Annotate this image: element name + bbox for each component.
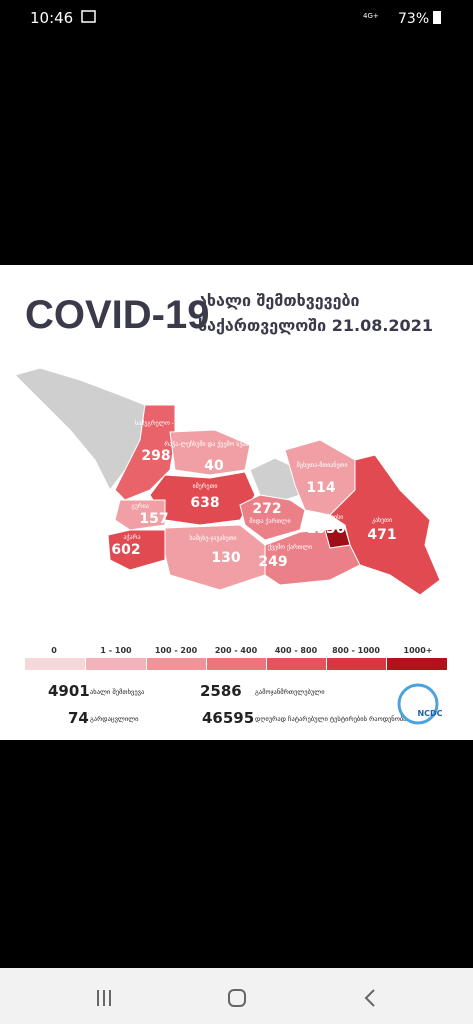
region-name: ქვემო ქართლი <box>268 544 312 551</box>
region-value: 1930 <box>307 521 346 537</box>
region-name: რაჭა-ლეჩხუმი და ქვემო სვანეთი <box>164 441 259 448</box>
legend-label: 1000+ <box>404 646 433 655</box>
legend-swatch <box>86 658 146 670</box>
subtitle: ახალი შემთხვევები <box>198 291 360 310</box>
stat-value: 46595 <box>202 709 254 727</box>
region-name: კახეთი <box>372 517 392 524</box>
map <box>14 367 441 596</box>
region <box>114 499 166 531</box>
region-name: სამეგრელო - ზემო სვანეთი <box>135 420 215 427</box>
region-name: თბილისი <box>317 514 344 521</box>
stats: 4901 ახალი შემთხვევა 2586 გამოჯანმრთელებ… <box>48 682 406 727</box>
region-name: მცხეთა-მთიანეთი <box>297 462 348 469</box>
region-value: 602 <box>111 542 140 558</box>
legend-label: 800 - 1000 <box>332 646 380 655</box>
logo: NCDC <box>417 709 442 718</box>
legend-label: 1 - 100 <box>100 646 132 655</box>
region-labels: სამეგრელო - ზემო სვანეთი 298 რაჭა-ლეჩხუმ… <box>111 420 396 570</box>
title: COVID-19 <box>25 293 210 337</box>
region-name: შიდა ქართლი <box>249 518 290 525</box>
legend-label: 200 - 400 <box>215 646 258 655</box>
region <box>324 527 351 549</box>
stat-label: გამოჯანმრთელებული <box>255 687 325 696</box>
legend-swatch <box>327 658 386 670</box>
subtitle: საქართველოში 21.08.2021 <box>198 316 433 335</box>
region <box>329 454 441 596</box>
region-name: აჭარა <box>123 534 140 541</box>
region-value: 298 <box>141 448 170 464</box>
recent-apps-button[interactable] <box>97 990 111 1006</box>
time: 10:46 <box>30 9 73 27</box>
region <box>169 429 251 476</box>
region-value: 157 <box>139 511 168 527</box>
stat-label: ახალი შემთხვევა <box>90 688 144 696</box>
region-value: 114 <box>306 480 335 496</box>
region-value: 40 <box>204 458 224 474</box>
legend-swatch <box>387 658 447 670</box>
region-name: გურია <box>131 503 149 510</box>
region <box>114 404 176 501</box>
legend-label: 0 <box>51 646 57 655</box>
region-value: 249 <box>258 554 287 570</box>
legend-swatch <box>207 658 266 670</box>
region <box>107 529 166 571</box>
stat-value: 2586 <box>200 682 242 700</box>
legend-label: 400 - 800 <box>275 646 318 655</box>
stat-label: გარდაცვლილი <box>90 714 139 723</box>
home-button[interactable] <box>228 989 246 1007</box>
region-name: სამცხე-ჯავახეთი <box>189 535 236 542</box>
gallery-icon <box>81 10 96 23</box>
legend-swatch <box>25 658 85 670</box>
battery: 73% <box>398 11 429 27</box>
legend-label: 100 - 200 <box>155 646 198 655</box>
network: 4G+ <box>363 12 379 20</box>
region <box>239 494 306 541</box>
legend-swatch <box>147 658 206 670</box>
nav-bar <box>0 968 473 1024</box>
stat-value: 74 <box>68 709 89 727</box>
region <box>164 524 266 591</box>
battery-icon <box>433 11 441 24</box>
region-value: 272 <box>252 501 281 517</box>
region-value: 638 <box>190 495 219 511</box>
stat-label: დღიურად ჩატარებული ტესტირების რაოდენობა <box>255 714 406 723</box>
legend-swatch <box>267 658 326 670</box>
legend: 0 1 - 100 100 - 200 200 - 400 400 - 800 … <box>25 646 447 670</box>
logo-ring <box>397 683 439 725</box>
region-value: 130 <box>211 550 240 566</box>
region-name: იმერეთი <box>192 483 217 490</box>
region-value: 471 <box>367 527 396 543</box>
back-button[interactable] <box>364 989 375 1007</box>
nav-icons <box>97 989 375 1007</box>
stat-value: 4901 <box>48 682 90 700</box>
